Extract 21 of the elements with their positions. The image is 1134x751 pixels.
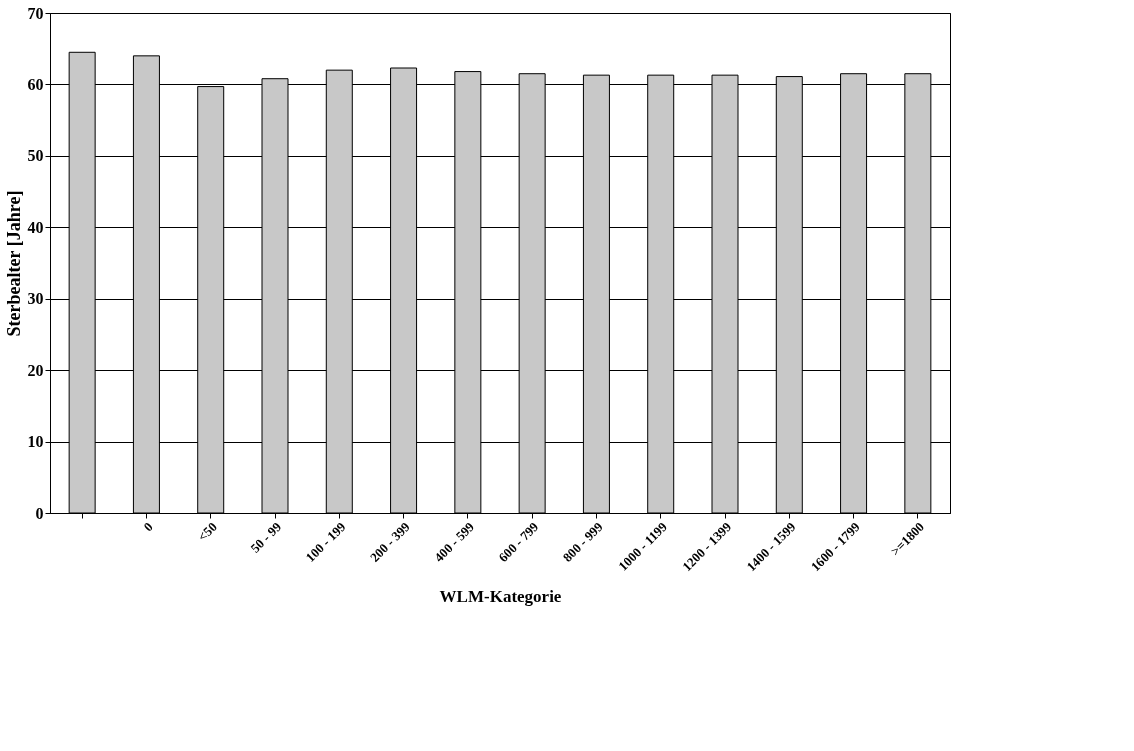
x-tick-label: 1200 - 1399 (679, 518, 735, 575)
x-tick-label: 1400 - 1599 (743, 518, 799, 575)
x-tick-label: 100 - 199 (302, 518, 349, 565)
x-tick-label: <50 (194, 519, 220, 545)
x-tick-label: 50 - 99 (247, 518, 285, 556)
x-tick-label: 1600 - 1799 (807, 518, 864, 575)
x-tick-label: 600 - 799 (495, 518, 542, 565)
y-axis-title: Sterbealter [Jahre] (3, 190, 24, 337)
y-tick-label: 10 (27, 433, 44, 451)
x-tick-label: 200 - 399 (366, 518, 414, 565)
x-tick-label: 800 - 999 (559, 518, 606, 565)
y-tick-label: 40 (27, 218, 44, 236)
x-axis-title: WLM-Kategorie (439, 587, 562, 607)
y-tick-label: 30 (27, 290, 44, 308)
y-tick-label: 50 (27, 147, 44, 165)
y-tick-label: 0 (35, 504, 44, 522)
y-tick-label: 20 (27, 361, 44, 379)
y-tick-label: 60 (27, 75, 44, 93)
x-tick-label: 400 - 599 (431, 518, 478, 565)
y-tick-label: 70 (27, 4, 44, 22)
x-tick-label: 0 (140, 519, 156, 535)
